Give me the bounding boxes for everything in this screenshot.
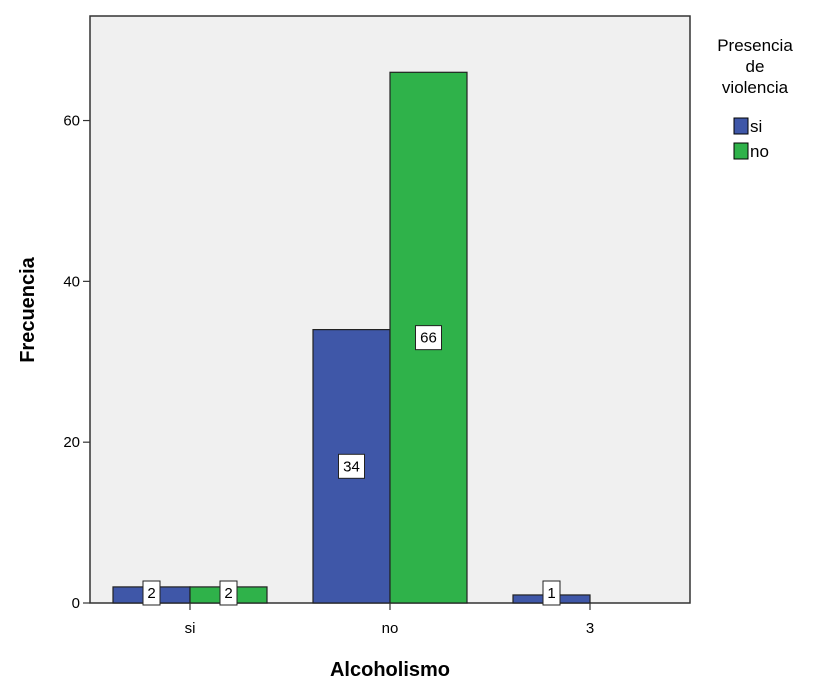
x-tick-label: no [382,620,399,637]
y-tick-label: 0 [72,595,80,612]
y-axis: 0 20 40 60 [63,113,90,612]
x-axis-title: Alcoholismo [330,659,450,681]
legend-label-no: no [750,142,769,161]
y-axis-title: Frecuencia [17,256,39,362]
y-tick-label: 40 [63,273,80,290]
y-tick-label: 20 [63,434,80,451]
data-label: 66 [420,330,437,347]
legend-label-si: si [750,117,762,136]
x-tick-label: si [185,620,196,637]
legend-title-line-2: de [746,57,765,76]
data-label-box [415,325,442,351]
data-label: 2 [224,585,232,602]
data-label-box [219,580,238,606]
data-label-box [542,580,561,606]
x-tick-label: 3 [586,620,594,637]
y-tick-label: 60 [63,113,80,130]
data-label-box [142,580,161,606]
legend-swatch-si [733,117,749,135]
legend-title-line-3: violencia [722,78,789,97]
data-labels-group: 2 2 34 66 1 [142,325,561,606]
x-axis: si no 3 [185,603,594,637]
legend-swatch-no [733,142,749,160]
data-label: 34 [343,458,360,475]
data-label: 2 [147,585,155,602]
data-label: 1 [547,585,555,602]
legend: Presencia de violencia si no [717,36,793,161]
legend-title-line-1: Presencia [717,36,793,55]
data-label-box [338,453,365,479]
